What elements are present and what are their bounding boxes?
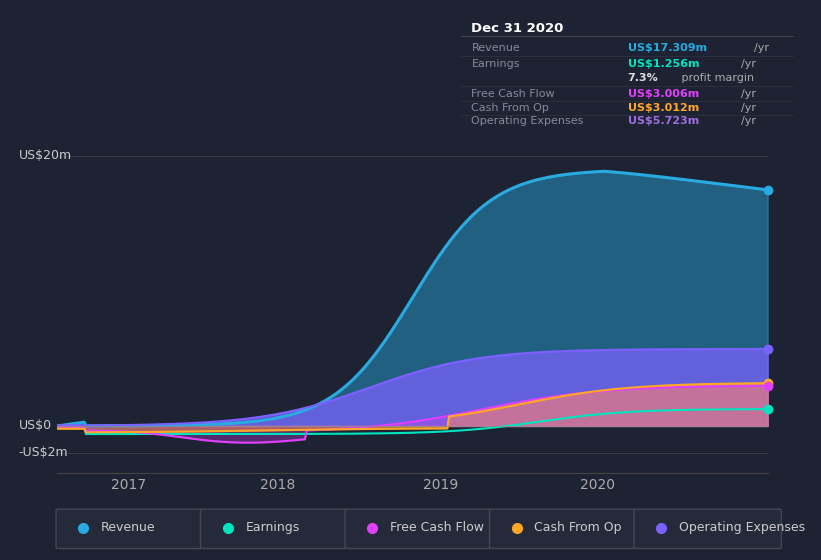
Text: Cash From Op: Cash From Op <box>471 102 549 113</box>
Text: -US$2m: -US$2m <box>18 446 68 459</box>
Text: US$17.309m: US$17.309m <box>628 43 707 53</box>
Text: Free Cash Flow: Free Cash Flow <box>471 89 555 99</box>
Text: US$0: US$0 <box>18 419 52 432</box>
Text: US$3.006m: US$3.006m <box>628 89 699 99</box>
Text: Cash From Op: Cash From Op <box>534 521 621 534</box>
Text: Dec 31 2020: Dec 31 2020 <box>471 21 564 35</box>
Text: /yr: /yr <box>741 116 756 127</box>
Text: /yr: /yr <box>741 89 756 99</box>
Text: US$20m: US$20m <box>18 150 71 162</box>
Text: Free Cash Flow: Free Cash Flow <box>390 521 484 534</box>
Text: Operating Expenses: Operating Expenses <box>471 116 584 127</box>
Text: Operating Expenses: Operating Expenses <box>679 521 805 534</box>
Text: 7.3%: 7.3% <box>628 73 658 83</box>
Text: Earnings: Earnings <box>245 521 300 534</box>
FancyBboxPatch shape <box>489 509 637 549</box>
Text: US$1.256m: US$1.256m <box>628 59 699 69</box>
FancyBboxPatch shape <box>200 509 348 549</box>
Text: US$5.723m: US$5.723m <box>628 116 699 127</box>
Text: Earnings: Earnings <box>471 59 520 69</box>
FancyBboxPatch shape <box>634 509 782 549</box>
Text: profit margin: profit margin <box>678 73 754 83</box>
Text: /yr: /yr <box>741 102 756 113</box>
Text: Revenue: Revenue <box>101 521 155 534</box>
Text: /yr: /yr <box>741 59 756 69</box>
FancyBboxPatch shape <box>56 509 204 549</box>
Text: /yr: /yr <box>754 43 769 53</box>
FancyBboxPatch shape <box>345 509 493 549</box>
Text: Revenue: Revenue <box>471 43 521 53</box>
Text: US$3.012m: US$3.012m <box>628 102 699 113</box>
